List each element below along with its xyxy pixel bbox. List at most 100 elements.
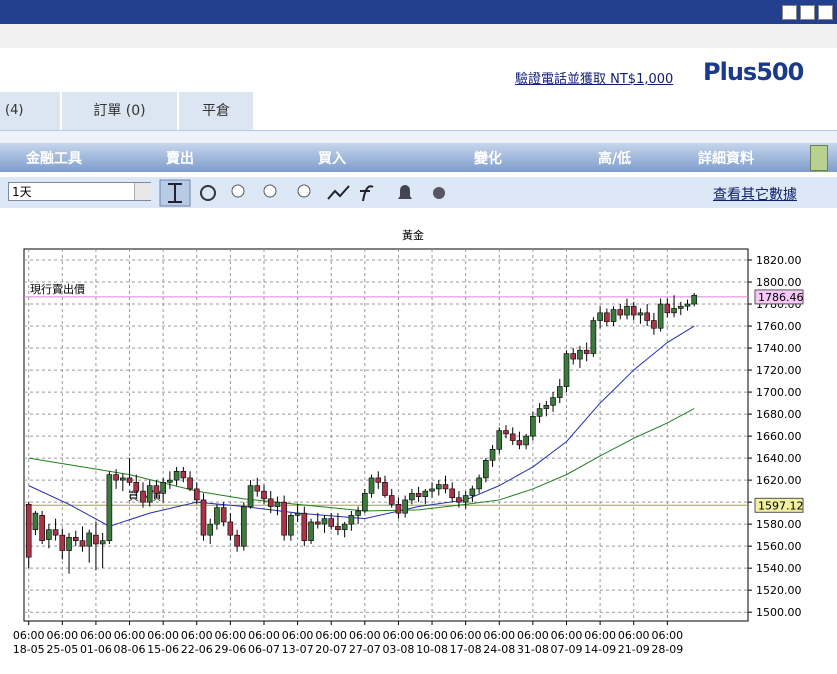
candle-body (106, 474, 113, 541)
candle-body (187, 477, 193, 490)
logo: Plus500 (703, 58, 804, 86)
dropdown-button[interactable] (134, 183, 151, 200)
price-box (754, 497, 804, 513)
price-box (754, 289, 804, 305)
tool-button[interactable] (327, 185, 350, 200)
y-tick-label: 1640.00 (756, 452, 802, 465)
tab[interactable]: 訂單 (0) (62, 92, 177, 130)
x-tick-label: 31-08 (517, 643, 549, 656)
candle-body (435, 484, 442, 490)
tool-button[interactable] (263, 184, 277, 198)
y-tick-label: 1760.00 (756, 320, 802, 333)
candle-body (193, 488, 200, 501)
minimize-button[interactable] (782, 5, 797, 20)
x-tick-label: 13-07 (282, 643, 314, 656)
x-tick-label: 06-07 (248, 643, 280, 656)
tool-button[interactable] (297, 184, 311, 198)
candle-body (409, 493, 415, 501)
candle-body (133, 482, 140, 492)
candle-body (395, 504, 402, 514)
period-select[interactable]: 1天 (8, 182, 151, 201)
candle-body (415, 493, 422, 497)
y-tick-label: 1580.00 (756, 518, 802, 531)
candle-body (556, 386, 563, 398)
x-tick-label: 06:00 (315, 629, 347, 642)
tool-button[interactable] (231, 184, 245, 198)
x-tick-label: 08-06 (114, 643, 146, 656)
column-title[interactable]: 詳細資料 (698, 151, 754, 167)
candle-body (577, 349, 583, 360)
x-tick-label: 06:00 (584, 629, 616, 642)
tab[interactable]: 平倉 (179, 92, 253, 130)
candle-body (93, 534, 99, 545)
price-label: 1597.12 (758, 499, 804, 512)
candle-body (362, 493, 368, 512)
candle-body (99, 540, 106, 545)
x-tick-label: 29-06 (214, 643, 246, 656)
candle-body (630, 305, 637, 316)
candle-body (456, 497, 462, 503)
candle-body (684, 303, 691, 307)
candle-body (422, 490, 429, 497)
candle-body (46, 529, 52, 540)
column-title[interactable]: 高/低 (598, 151, 632, 167)
x-tick-label: 06:00 (551, 629, 583, 642)
x-tick-label: 06:00 (349, 629, 381, 642)
y-tick-label: 1540.00 (756, 562, 802, 575)
column-title[interactable]: 賣出 (166, 151, 194, 167)
tool-button[interactable] (398, 185, 412, 199)
x-tick-label: 14-09 (584, 643, 616, 656)
tool-button[interactable] (200, 185, 216, 201)
candle-body (25, 504, 32, 558)
x-tick-label: 06:00 (416, 629, 448, 642)
x-tick-label: 06:00 (80, 629, 112, 642)
x-tick-label: 03-08 (382, 643, 414, 656)
candle-body (126, 477, 133, 483)
candle-body (294, 512, 301, 516)
candle-body (288, 515, 294, 536)
title-bar (0, 0, 837, 24)
candle-body (530, 415, 536, 437)
x-tick-label: 20-07 (315, 643, 347, 656)
tab[interactable]: (4) (0, 92, 60, 130)
candle-body (140, 490, 146, 503)
icon (168, 183, 182, 203)
y-tick-label: 1660.00 (756, 430, 802, 443)
tool-button[interactable] (360, 185, 374, 202)
candle-body (382, 482, 388, 496)
more-data-link[interactable]: 查看其它數據 (713, 187, 797, 203)
column-title[interactable]: 買入 (318, 151, 346, 167)
candle-body (664, 303, 671, 314)
chart: 黃金 1500.00 1520.00 1540.00 1560.00 1580.00 16… (13, 228, 804, 656)
tab-underline (0, 130, 837, 144)
candle-body (651, 320, 657, 329)
candle-body (483, 460, 489, 479)
close-button[interactable] (818, 5, 833, 20)
candle-body (274, 501, 281, 507)
promo-link[interactable]: 驗證電話並獲取 NT$1,000 (515, 72, 674, 87)
candle-body (328, 518, 335, 527)
price-label: 1786.46 (758, 291, 804, 304)
restore-button[interactable] (800, 5, 815, 20)
candle-body (59, 534, 66, 551)
column-title[interactable]: 金融工具 (26, 151, 82, 167)
tool-button[interactable] (433, 187, 445, 199)
plot-frame (23, 248, 749, 622)
x-tick-label: 06:00 (651, 629, 683, 642)
candle-body (335, 526, 341, 530)
candle-body (543, 404, 550, 409)
scroll-button[interactable] (810, 145, 828, 171)
x-tick-label: 06:00 (13, 629, 45, 642)
column-title[interactable]: 變化 (474, 151, 502, 167)
candle-body (200, 499, 207, 536)
candle-body (66, 537, 72, 551)
candle-body (402, 499, 408, 514)
x-tick-label: 28-09 (651, 643, 683, 656)
x-tick-label: 06:00 (248, 629, 280, 642)
candle-body (146, 485, 153, 503)
candle-body (503, 430, 509, 435)
candle-body (207, 523, 214, 536)
candle-body (610, 309, 617, 322)
x-tick-label: 01-06 (80, 643, 112, 656)
candle-body (523, 435, 529, 446)
